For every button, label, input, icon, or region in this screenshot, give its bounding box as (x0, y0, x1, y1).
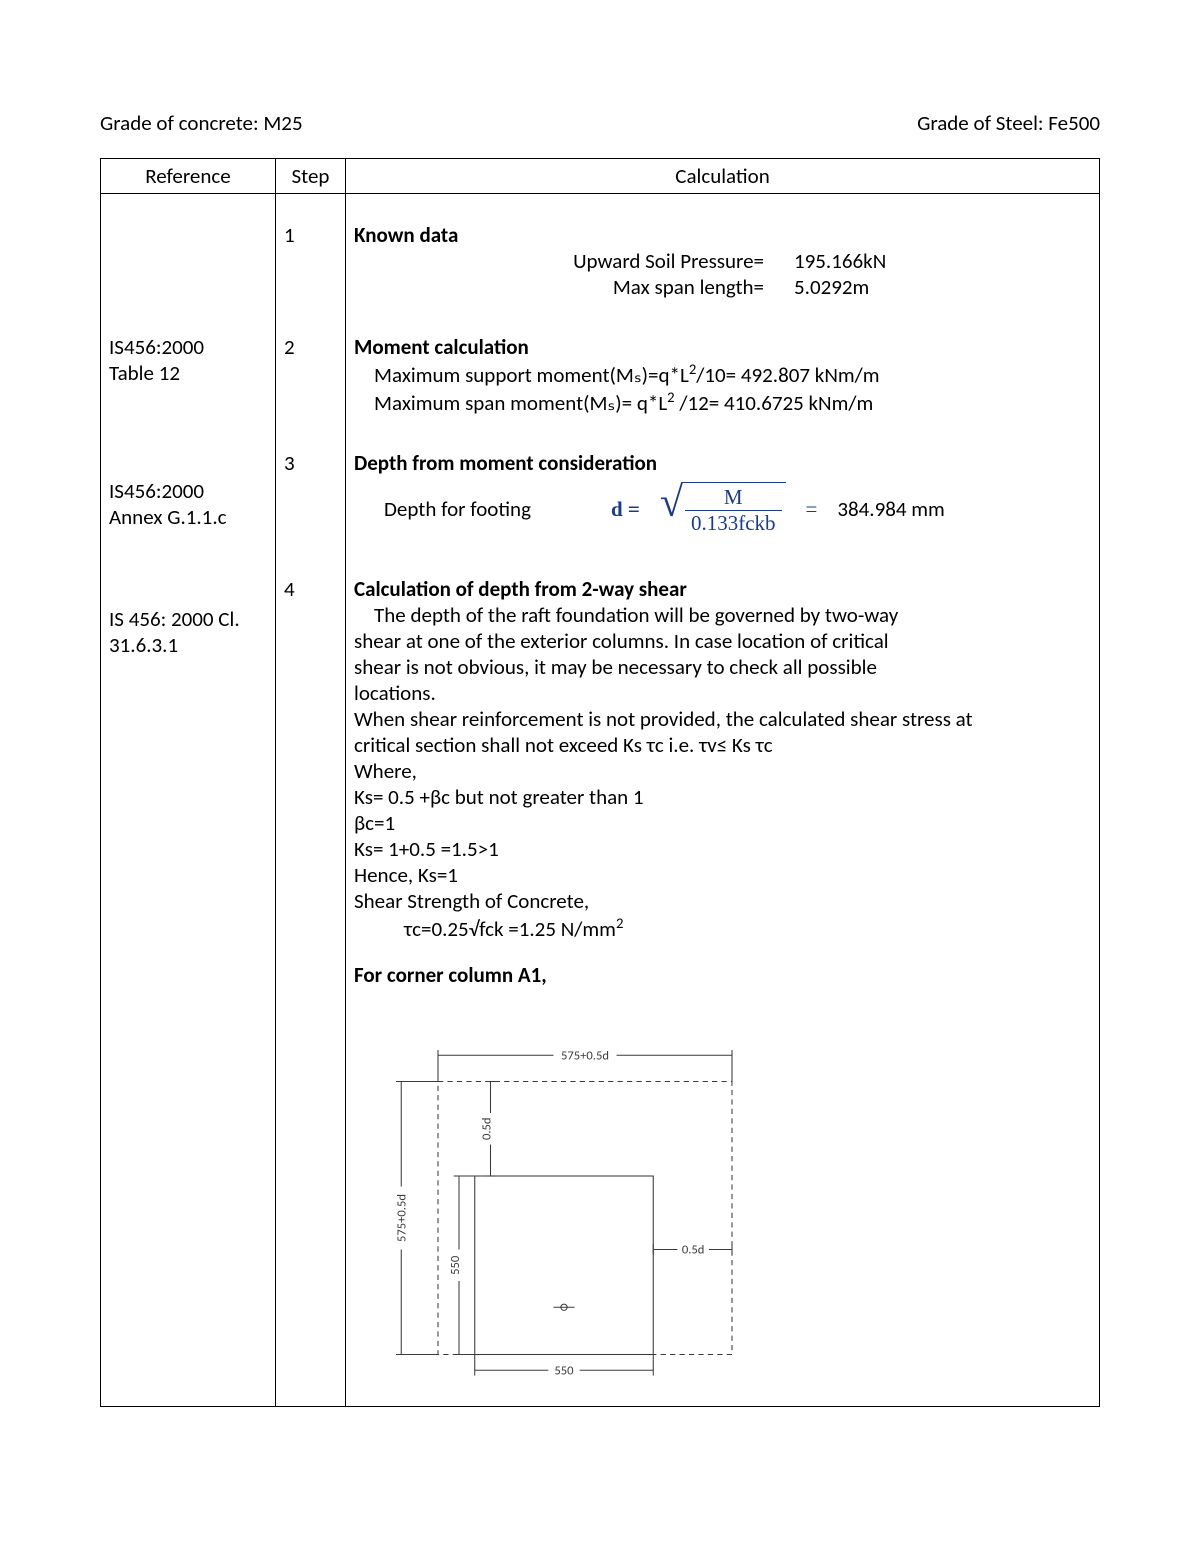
col-ref-header: Reference (101, 159, 276, 194)
svg-text:550: 550 (554, 1363, 574, 1378)
step3-title: Depth from moment consideration (354, 450, 1091, 476)
step4-title: Calculation of depth from 2-way shear (354, 576, 1091, 602)
col-calc-header: Calculation (346, 159, 1100, 194)
step-cell-2: 2 (276, 304, 346, 420)
step-cell-3: 3 (276, 420, 346, 546)
support-moment: Maximum support moment(Mₛ)=q*L (374, 362, 689, 388)
span-length-value: 5.0292m (764, 274, 944, 300)
corner-column-diagram: 575+0.5d 575+0.5d 0. (354, 1008, 1091, 1392)
calc-cell: Known data Upward Soil Pressure= 195.166… (346, 194, 1100, 305)
step1-title: Known data (354, 222, 1091, 248)
soil-pressure-value: 195.166kN (764, 248, 944, 274)
col-step-header: Step (276, 159, 346, 194)
step4-para1-l1: The depth of the raft foundation will be… (354, 602, 1091, 628)
svg-text:0.5d: 0.5d (480, 1117, 495, 1140)
depth-formula: Depth for footing d = √ M 0.133fckb (384, 482, 1091, 536)
header-concrete: Grade of concrete: M25 (100, 110, 303, 136)
header-steel: Grade of Steel: Fe500 (917, 110, 1100, 136)
step2-title: Moment calculation (354, 334, 1091, 360)
svg-text:550: 550 (448, 1255, 463, 1275)
calc-cell-2: Moment calculation Maximum support momen… (346, 304, 1100, 420)
step-cell-4: 4 (276, 546, 346, 1407)
tc-formula: τc=0.25√fck =1.25 N/mm2 (354, 914, 1091, 942)
svg-text:575+0.5d: 575+0.5d (394, 1194, 409, 1242)
svg-text:575+0.5d: 575+0.5d (561, 1048, 609, 1063)
calc-cell-3: Depth from moment consideration Depth fo… (346, 420, 1100, 546)
step-cell: 1 (276, 194, 346, 305)
ref-cell-2: IS456:2000 Table 12 (101, 304, 276, 420)
span-length-label: Max span length= (534, 274, 764, 300)
calc-table: Reference Step Calculation 1 Known data … (100, 158, 1100, 1407)
svg-text:0.5d: 0.5d (682, 1243, 705, 1258)
span-moment: Maximum span moment(Mₛ)= q*L (374, 390, 667, 416)
corner-column-title: For corner column A1, (354, 962, 1091, 988)
ref-cell-3: IS456:2000 Annex G.1.1.c (101, 420, 276, 546)
ref-cell (101, 194, 276, 305)
ref-cell-4: IS 456: 2000 Cl. 31.6.3.1 (101, 546, 276, 1407)
calc-cell-4: Calculation of depth from 2-way shear Th… (346, 546, 1100, 1407)
soil-pressure-label: Upward Soil Pressure= (534, 248, 764, 274)
